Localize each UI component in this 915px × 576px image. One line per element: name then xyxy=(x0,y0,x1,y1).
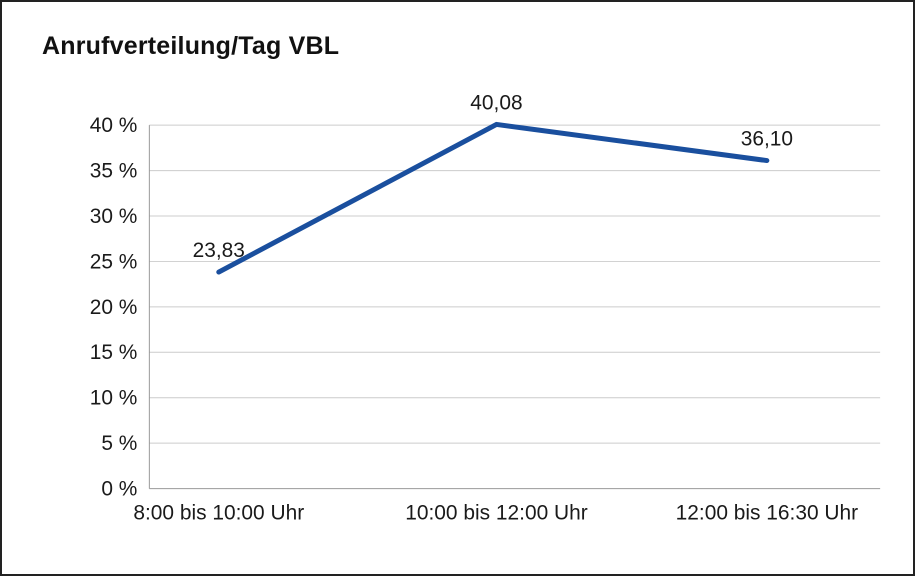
y-tick-label: 5 % xyxy=(101,432,137,455)
data-label: 36,10 xyxy=(741,128,793,151)
x-tick-label: 8:00 bis 10:00 Uhr xyxy=(133,501,304,524)
data-label: 40,08 xyxy=(470,92,522,115)
y-tick-label: 30 % xyxy=(90,205,138,228)
y-tick-label: 40 % xyxy=(90,114,138,137)
x-tick-label: 10:00 bis 12:00 Uhr xyxy=(405,501,587,524)
y-tick-label: 20 % xyxy=(90,296,138,319)
data-label: 23,83 xyxy=(193,239,245,262)
y-tick-label: 15 % xyxy=(90,341,138,364)
x-tick-label: 12:00 bis 16:30 Uhr xyxy=(676,501,858,524)
y-tick-label: 10 % xyxy=(90,387,138,410)
y-tick-label: 25 % xyxy=(90,250,138,273)
chart-title: Anrufverteilung/Tag VBL xyxy=(42,32,340,60)
data-line xyxy=(216,121,770,275)
y-tick-label: 0 % xyxy=(101,478,137,501)
y-tick-label: 35 % xyxy=(90,160,138,183)
